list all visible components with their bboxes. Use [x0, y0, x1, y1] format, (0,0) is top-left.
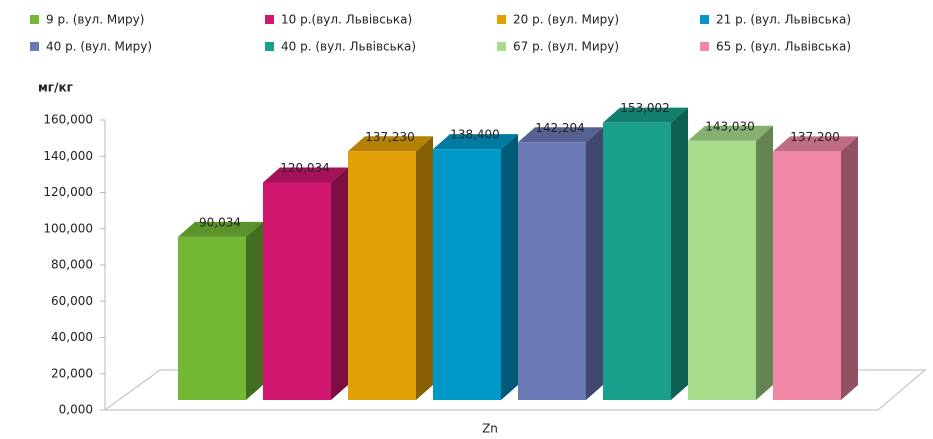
legend-swatch [497, 42, 506, 51]
legend-swatch [30, 42, 39, 51]
legend-swatch [700, 42, 709, 51]
legend-label: 40 р. (вул. Миру) [46, 40, 152, 54]
y-tick-label: 40,000 [51, 330, 93, 344]
y-tick-label: 120,000 [43, 185, 93, 199]
legend-label: 67 р. (вул. Миру) [513, 40, 619, 54]
bar-side [331, 167, 348, 400]
y-tick-label: 140,000 [43, 149, 93, 163]
value-label: 142,204 [535, 121, 585, 135]
bar-top [178, 221, 263, 237]
legend-label: 9 р. (вул. Миру) [46, 13, 144, 27]
legend-label: 20 р. (вул. Миру) [513, 13, 619, 27]
y-tick-label: 80,000 [51, 258, 93, 272]
legend-swatch [265, 42, 274, 51]
bar [688, 140, 756, 400]
y-tick-label: 160,000 [43, 113, 93, 127]
value-label: 137,200 [790, 130, 840, 144]
legend-swatch [265, 15, 274, 24]
value-label: 90,034 [199, 215, 241, 229]
bar [178, 236, 246, 400]
legend-label: 21 р. (вул. Львівська) [716, 13, 851, 27]
bar [518, 142, 586, 400]
legend-swatch [497, 15, 506, 24]
bar-side [841, 136, 858, 400]
bar-top [688, 125, 773, 141]
legend-label: 65 р. (вул. Львівська) [716, 40, 851, 54]
bar-side [501, 134, 518, 400]
bar-side [586, 127, 603, 400]
bar-top [603, 107, 688, 123]
bar-side [246, 221, 263, 400]
y-tick-label: 100,000 [43, 221, 93, 235]
bar [773, 151, 841, 400]
bar-side [416, 136, 433, 400]
bar [603, 122, 671, 401]
bar-top [433, 134, 518, 150]
value-label: 120,034 [280, 161, 330, 175]
y-tick-label: 0,000 [59, 403, 93, 417]
bar-side [671, 107, 688, 401]
bar-top [773, 136, 858, 152]
value-label: 153,002 [620, 101, 670, 115]
legend-swatch [30, 15, 39, 24]
value-label: 137,230 [365, 130, 415, 144]
value-label: 143,030 [705, 119, 755, 133]
bar-top [348, 136, 433, 152]
x-tick-label: Zn [482, 422, 498, 436]
legend-label: 10 р.(вул. Львівська) [281, 13, 412, 27]
bar [348, 151, 416, 400]
bar [263, 182, 331, 400]
bar-side [756, 125, 773, 401]
legend-swatch [700, 15, 709, 24]
bar-top [263, 167, 348, 183]
legend-label: 40 р. (вул. Львівська) [281, 40, 416, 54]
bar-top [518, 127, 603, 143]
y-axis-label: мг/кг [38, 81, 73, 95]
bar [433, 149, 501, 400]
y-tick-label: 20,000 [51, 366, 93, 380]
value-label: 138,400 [450, 128, 500, 142]
y-tick-label: 60,000 [51, 294, 93, 308]
